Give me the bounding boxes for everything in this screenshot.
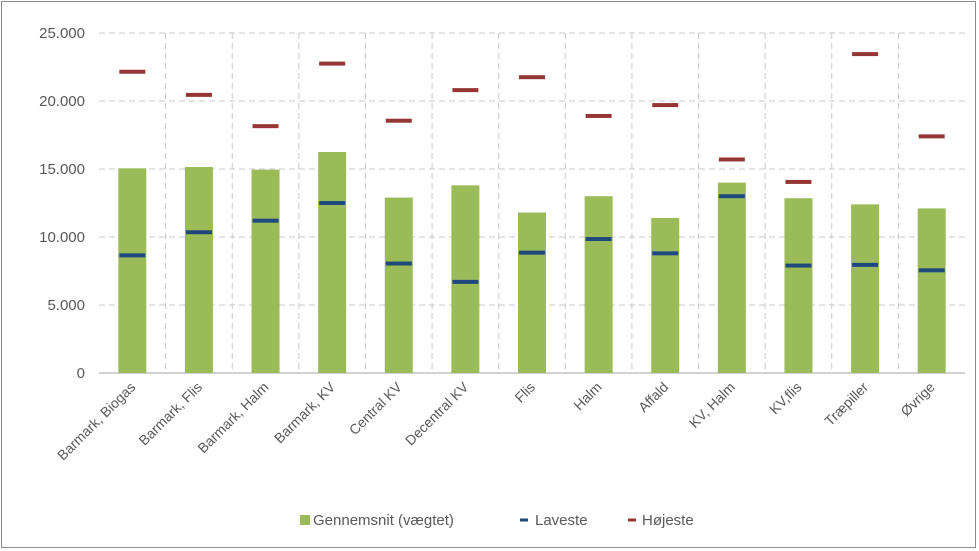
x-category-label: Central KV bbox=[346, 378, 406, 438]
x-category-label: Affald bbox=[635, 379, 671, 415]
x-category-label: Barmark, KV bbox=[271, 378, 339, 446]
y-tick-labels: 0 5.000 10.000 15.000 20.000 25.000 bbox=[39, 25, 85, 382]
marker-highest bbox=[252, 124, 279, 129]
marker-lowest bbox=[319, 201, 346, 205]
marker-lowest bbox=[652, 251, 679, 256]
x-category-label: Decentral KV bbox=[402, 378, 472, 448]
marker-lowest bbox=[119, 253, 146, 258]
x-category-label: Træpiller bbox=[821, 379, 871, 429]
bar-average bbox=[917, 208, 946, 373]
legend: Gennemsnit (vægtet) Laveste Højeste bbox=[300, 512, 694, 529]
bar-average bbox=[318, 152, 347, 373]
marker-highest bbox=[119, 69, 146, 74]
bar-average bbox=[251, 169, 280, 373]
marker-highest bbox=[852, 52, 879, 57]
x-category-label: KV,flis bbox=[766, 379, 804, 417]
markers-group bbox=[119, 52, 945, 284]
gridlines bbox=[99, 32, 965, 374]
marker-lowest bbox=[852, 262, 879, 267]
marker-lowest bbox=[452, 279, 479, 284]
marker-highest bbox=[585, 113, 612, 118]
bar-average bbox=[851, 204, 880, 373]
marker-lowest bbox=[385, 261, 412, 266]
legend-label-lowest: Laveste bbox=[535, 512, 588, 529]
bar-average bbox=[384, 197, 413, 373]
x-category-label: Barmark, Flis bbox=[135, 379, 205, 449]
marker-highest bbox=[652, 103, 679, 108]
y-tick-label: 10.000 bbox=[39, 229, 85, 246]
bar-average bbox=[118, 168, 147, 373]
bar-average bbox=[584, 196, 613, 373]
marker-lowest bbox=[519, 250, 545, 255]
bar-average bbox=[184, 166, 213, 373]
marker-highest bbox=[918, 134, 945, 139]
marker-highest bbox=[785, 179, 812, 184]
y-tick-label: 25.000 bbox=[39, 25, 85, 42]
legend-label-average: Gennemsnit (vægtet) bbox=[313, 512, 454, 529]
bar-average bbox=[717, 182, 746, 373]
marker-lowest bbox=[918, 268, 945, 273]
marker-highest bbox=[319, 61, 346, 66]
marker-highest bbox=[452, 88, 479, 93]
bar-average bbox=[651, 217, 680, 373]
x-category-label: KV, Halm bbox=[686, 379, 738, 431]
marker-lowest bbox=[185, 230, 212, 235]
marker-highest bbox=[385, 118, 412, 123]
marker-lowest bbox=[252, 218, 279, 223]
y-tick-label: 5.000 bbox=[47, 297, 85, 314]
bars-group bbox=[118, 152, 946, 373]
marker-lowest bbox=[785, 263, 812, 268]
legend-swatch-average bbox=[300, 515, 310, 525]
y-tick-label: 0 bbox=[77, 365, 85, 382]
x-category-label: Barmark, Halm bbox=[194, 379, 271, 456]
x-category-label: Barmark, Biogas bbox=[54, 379, 138, 463]
marker-highest bbox=[185, 92, 212, 97]
y-tick-label: 15.000 bbox=[39, 161, 85, 178]
x-category-label: Øvrige bbox=[897, 379, 938, 420]
bar-average bbox=[518, 212, 546, 373]
y-tick-label: 20.000 bbox=[39, 93, 85, 110]
marker-highest bbox=[718, 157, 745, 162]
bar-average bbox=[451, 185, 480, 373]
legend-label-highest: Højeste bbox=[642, 512, 694, 529]
marker-lowest bbox=[718, 194, 745, 199]
x-category-label: Halm bbox=[570, 379, 604, 413]
bar-average bbox=[784, 198, 813, 373]
x-category-label: Flis bbox=[511, 379, 538, 406]
marker-lowest bbox=[585, 237, 612, 242]
marker-highest bbox=[519, 75, 545, 80]
